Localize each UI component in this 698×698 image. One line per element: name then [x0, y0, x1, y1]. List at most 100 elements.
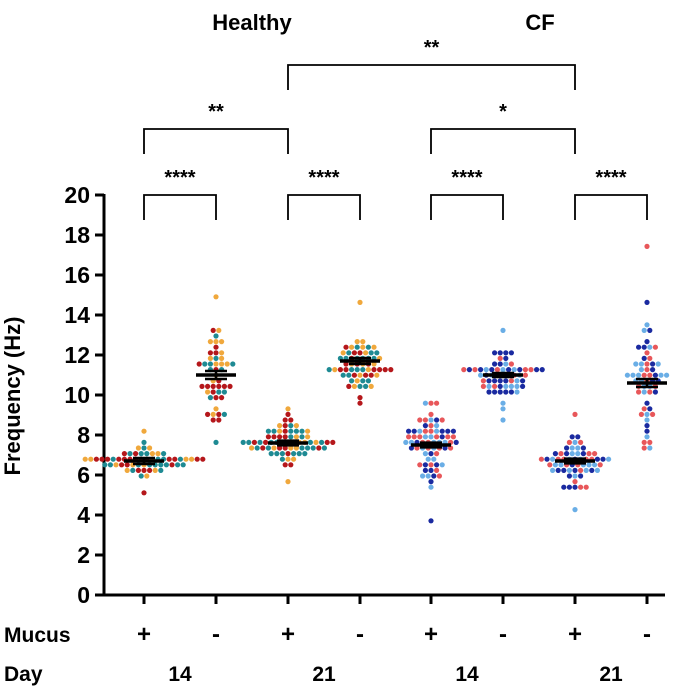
data-point [486, 389, 492, 395]
data-point [213, 406, 219, 412]
data-point [572, 411, 578, 417]
data-point [428, 417, 434, 423]
data-point [135, 445, 141, 451]
data-point [254, 445, 260, 451]
data-point [274, 451, 280, 457]
data-point [644, 350, 650, 356]
data-point [624, 372, 631, 378]
data-point [572, 473, 578, 479]
group-label-healthy: Healthy [212, 10, 292, 35]
data-point [544, 456, 550, 462]
data-point [365, 344, 371, 350]
data-point [124, 462, 130, 468]
data-point [641, 406, 647, 412]
data-point [500, 417, 506, 423]
data-point [428, 428, 434, 434]
data-point [539, 367, 545, 373]
data-point [293, 445, 299, 451]
data-point [213, 350, 219, 356]
data-point [497, 383, 503, 389]
data-point [196, 361, 202, 367]
data-point [439, 428, 445, 434]
data-point [288, 428, 294, 434]
significance-label: **** [451, 167, 482, 189]
data-point [105, 456, 111, 462]
data-point [102, 462, 108, 468]
data-point [644, 434, 650, 440]
data-point [346, 350, 352, 356]
data-point [133, 451, 139, 457]
data-point [508, 389, 514, 395]
mucus-label: + [568, 621, 582, 648]
data-point [82, 456, 88, 462]
data-point [630, 372, 636, 378]
data-point [522, 367, 529, 373]
data-point [503, 378, 509, 384]
data-point [506, 367, 512, 373]
data-point [434, 428, 440, 434]
data-point [282, 428, 288, 434]
data-point [503, 389, 509, 395]
data-point [497, 361, 503, 367]
data-point [365, 367, 371, 373]
data-point [500, 327, 506, 333]
data-point [147, 467, 153, 473]
y-tick-label: 10 [64, 382, 90, 408]
data-point [205, 389, 211, 395]
data-point [291, 451, 297, 457]
significance-label: **** [595, 167, 626, 189]
data-point [594, 467, 601, 473]
data-point [445, 434, 451, 440]
data-point [326, 367, 332, 373]
data-point [589, 467, 595, 473]
data-point [138, 473, 144, 479]
data-point [422, 417, 428, 423]
data-point [520, 383, 526, 389]
data-point [319, 439, 325, 445]
data-point [583, 467, 589, 473]
data-point [227, 383, 233, 389]
data-point [450, 434, 456, 440]
data-point [360, 367, 366, 373]
data-point [472, 367, 478, 373]
significance-label: * [499, 101, 507, 123]
data-point [357, 372, 363, 378]
data-point [357, 383, 363, 389]
data-point [282, 462, 288, 468]
data-point [558, 451, 564, 457]
data-point [503, 355, 509, 361]
data-point [450, 428, 456, 434]
data-point [633, 361, 639, 367]
data-point [650, 367, 656, 373]
data-point [172, 456, 178, 462]
data-point [586, 451, 592, 457]
data-point [189, 456, 195, 462]
day-label: 21 [599, 663, 623, 686]
data-point [428, 434, 434, 440]
data-point [354, 344, 360, 350]
data-point [478, 372, 484, 378]
data-point [285, 451, 291, 457]
data-point [166, 456, 172, 462]
data-point [478, 367, 484, 373]
y-tick-label: 12 [64, 342, 90, 368]
data-point [428, 423, 434, 429]
data-point [528, 367, 534, 373]
data-point [647, 327, 653, 333]
data-point [213, 339, 219, 345]
data-point [561, 467, 567, 473]
data-point [420, 473, 426, 479]
data-point [644, 299, 650, 305]
y-tick-label: 6 [77, 462, 90, 488]
data-point [310, 445, 316, 451]
data-point [422, 423, 428, 429]
data-point [439, 462, 445, 468]
data-point [575, 451, 581, 457]
data-point [210, 411, 216, 417]
data-point [578, 473, 584, 479]
row-label-day: Day [4, 663, 43, 686]
data-point [434, 423, 440, 429]
data-point [251, 439, 257, 445]
data-point [647, 344, 653, 350]
